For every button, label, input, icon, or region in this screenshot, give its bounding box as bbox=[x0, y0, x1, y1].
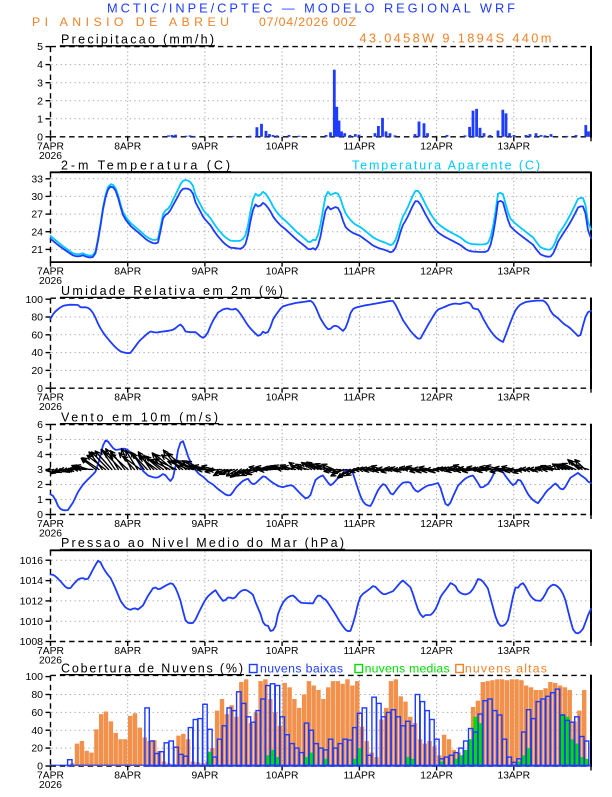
svg-text:8APR: 8APR bbox=[114, 519, 141, 530]
svg-text:4: 4 bbox=[37, 59, 43, 71]
svg-text:1: 1 bbox=[37, 494, 43, 506]
svg-text:0: 0 bbox=[37, 509, 43, 521]
svg-text:nuvens medias: nuvens medias bbox=[365, 661, 450, 675]
svg-text:8APR: 8APR bbox=[114, 646, 141, 657]
svg-text:12APR: 12APR bbox=[420, 393, 453, 404]
svg-text:11APR: 11APR bbox=[343, 141, 375, 152]
svg-text:9APR: 9APR bbox=[191, 267, 218, 278]
svg-text:20: 20 bbox=[31, 365, 43, 377]
svg-text:3: 3 bbox=[37, 77, 43, 89]
svg-text:2: 2 bbox=[37, 95, 43, 107]
svg-text:1016: 1016 bbox=[20, 555, 44, 567]
svg-text:9APR: 9APR bbox=[191, 393, 218, 404]
svg-text:40: 40 bbox=[31, 725, 43, 737]
svg-text:10APR: 10APR bbox=[266, 771, 299, 782]
svg-text:13APR: 13APR bbox=[497, 141, 530, 152]
svg-text:2026: 2026 bbox=[39, 151, 62, 162]
svg-text:12APR: 12APR bbox=[420, 519, 453, 530]
svg-text:24: 24 bbox=[31, 226, 43, 238]
svg-text:43.0458W 9.1894S 440m: 43.0458W 9.1894S 440m bbox=[359, 31, 551, 46]
svg-text:2026: 2026 bbox=[39, 656, 62, 667]
svg-text:2026: 2026 bbox=[39, 780, 62, 791]
svg-text:0: 0 bbox=[37, 131, 43, 143]
svg-text:7APR: 7APR bbox=[37, 771, 64, 782]
svg-text:80: 80 bbox=[31, 689, 43, 701]
svg-text:13APR: 13APR bbox=[497, 771, 530, 782]
svg-text:10APR: 10APR bbox=[266, 519, 299, 530]
svg-text:80: 80 bbox=[31, 312, 43, 324]
svg-text:60: 60 bbox=[31, 329, 43, 341]
svg-text:5: 5 bbox=[37, 434, 43, 446]
svg-text:2026: 2026 bbox=[39, 276, 62, 287]
svg-text:40: 40 bbox=[31, 347, 43, 359]
svg-text:7APR: 7APR bbox=[37, 393, 64, 404]
svg-text:nuvens altas: nuvens altas bbox=[465, 661, 547, 675]
svg-text:10APR: 10APR bbox=[266, 646, 299, 657]
svg-text:Pressao ao Nivel Medio do Mar: Pressao ao Nivel Medio do Mar (hPa) bbox=[61, 536, 344, 550]
svg-text:1010: 1010 bbox=[20, 616, 44, 628]
svg-text:9APR: 9APR bbox=[191, 646, 218, 657]
svg-text:13APR: 13APR bbox=[497, 646, 530, 657]
svg-text:12APR: 12APR bbox=[420, 141, 453, 152]
svg-text:2026: 2026 bbox=[39, 402, 62, 413]
svg-text:10APR: 10APR bbox=[266, 141, 299, 152]
svg-text:7APR: 7APR bbox=[37, 646, 64, 657]
svg-text:6: 6 bbox=[37, 419, 43, 431]
svg-text:8APR: 8APR bbox=[114, 267, 141, 278]
svg-text:11APR: 11APR bbox=[343, 771, 375, 782]
svg-text:07/04/2026 00Z: 07/04/2026 00Z bbox=[259, 15, 356, 29]
svg-text:2: 2 bbox=[37, 479, 43, 491]
svg-text:7APR: 7APR bbox=[37, 519, 64, 530]
svg-text:3: 3 bbox=[37, 464, 43, 476]
svg-text:8APR: 8APR bbox=[114, 141, 141, 152]
svg-text:9APR: 9APR bbox=[191, 141, 218, 152]
svg-text:PI ANISIO DE ABREU: PI ANISIO DE ABREU bbox=[32, 15, 229, 29]
svg-text:1: 1 bbox=[37, 113, 43, 125]
svg-text:0: 0 bbox=[37, 383, 43, 395]
svg-text:2026: 2026 bbox=[39, 529, 62, 540]
svg-text:4: 4 bbox=[37, 449, 43, 461]
svg-text:10APR: 10APR bbox=[266, 393, 299, 404]
svg-text:9APR: 9APR bbox=[191, 519, 218, 530]
svg-text:11APR: 11APR bbox=[343, 267, 375, 278]
svg-text:MCTIC/INPE/CPTEC — MODELO REGI: MCTIC/INPE/CPTEC — MODELO REGIONAL WRF bbox=[107, 0, 515, 15]
svg-text:33: 33 bbox=[31, 173, 43, 185]
svg-text:100: 100 bbox=[25, 294, 43, 306]
svg-text:12APR: 12APR bbox=[420, 267, 453, 278]
svg-text:11APR: 11APR bbox=[343, 646, 375, 657]
svg-text:1014: 1014 bbox=[20, 575, 44, 587]
svg-text:13APR: 13APR bbox=[497, 519, 530, 530]
svg-text:27: 27 bbox=[31, 209, 43, 221]
svg-text:Cobertura de Nuvens (%): Cobertura de Nuvens (%) bbox=[61, 661, 243, 675]
svg-text:10APR: 10APR bbox=[266, 267, 299, 278]
svg-text:12APR: 12APR bbox=[420, 771, 453, 782]
svg-text:20: 20 bbox=[31, 743, 43, 755]
svg-text:30: 30 bbox=[31, 191, 43, 203]
svg-text:21: 21 bbox=[31, 244, 43, 256]
svg-text:1008: 1008 bbox=[20, 636, 44, 648]
svg-text:13APR: 13APR bbox=[497, 393, 530, 404]
svg-text:9APR: 9APR bbox=[191, 771, 218, 782]
svg-text:100: 100 bbox=[25, 671, 43, 683]
svg-text:8APR: 8APR bbox=[114, 393, 141, 404]
svg-text:8APR: 8APR bbox=[114, 771, 141, 782]
svg-text:1012: 1012 bbox=[20, 596, 44, 608]
svg-text:13APR: 13APR bbox=[497, 267, 530, 278]
svg-text:11APR: 11APR bbox=[343, 393, 375, 404]
svg-text:11APR: 11APR bbox=[343, 519, 375, 530]
svg-text:7APR: 7APR bbox=[37, 141, 64, 152]
svg-text:12APR: 12APR bbox=[420, 646, 453, 657]
svg-text:nuvens baixas: nuvens baixas bbox=[260, 661, 343, 675]
svg-text:60: 60 bbox=[31, 707, 43, 719]
svg-text:0: 0 bbox=[37, 761, 43, 773]
svg-text:5: 5 bbox=[37, 41, 43, 53]
svg-text:7APR: 7APR bbox=[37, 267, 64, 278]
